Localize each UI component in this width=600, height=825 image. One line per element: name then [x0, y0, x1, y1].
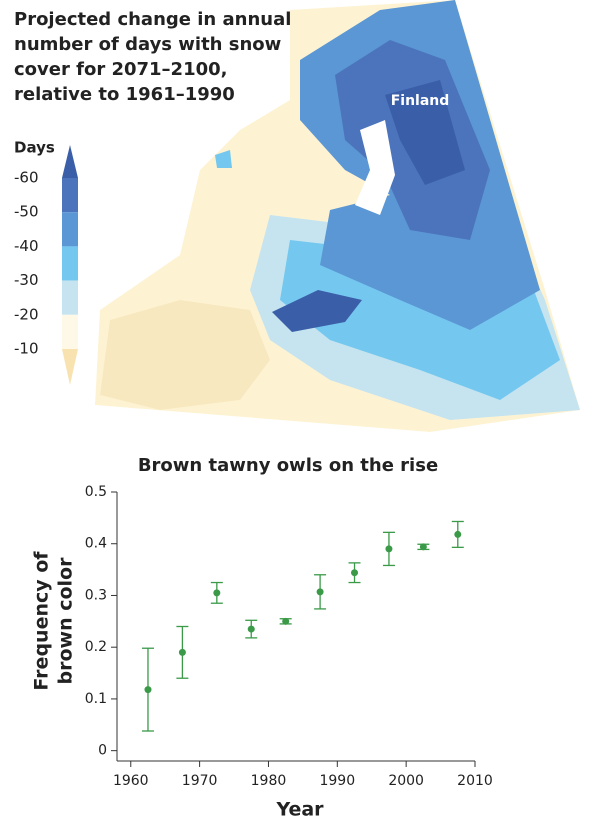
island	[205, 150, 252, 238]
point	[351, 569, 359, 577]
chart-title: Brown tawny owls on the rise	[138, 455, 438, 476]
x-tick-label: 2010	[457, 773, 493, 789]
title-line: Projected change in annual	[14, 9, 291, 30]
x-tick-label: 1960	[113, 773, 149, 789]
snow-zone	[385, 80, 465, 185]
x-tick-label: 1990	[319, 773, 355, 789]
legend-swatch	[62, 314, 78, 349]
title-line: relative to 1961–1990	[14, 84, 235, 105]
legend: -60 -50 -40 -30 -20 -10	[14, 145, 78, 385]
y-tick-label: 0.4	[85, 536, 107, 552]
sea	[355, 120, 395, 215]
title-line: number of days with snow	[14, 34, 281, 55]
point	[316, 588, 324, 596]
y-tick-label: 0.5	[85, 484, 107, 500]
legend-tick-label: -60	[14, 169, 39, 187]
snow-zone	[272, 290, 362, 332]
point	[385, 545, 393, 553]
point	[419, 543, 427, 551]
title-line: cover for 2071–2100,	[14, 59, 228, 80]
map: Finland Projected change in annual number…	[14, 0, 580, 432]
snow-zone	[215, 150, 232, 168]
land	[100, 300, 270, 410]
y-tick-label: 0.3	[85, 587, 107, 603]
point	[213, 589, 221, 597]
plot: 0 0.1 0.2 0.3 0.4 0.5 1960 1970 1980 1990 2000 2010	[85, 484, 493, 789]
x-axis-label: Year	[275, 799, 324, 821]
legend-title: Days	[14, 139, 55, 157]
point	[247, 625, 255, 633]
x-tick-label: 1980	[251, 773, 287, 789]
point	[178, 648, 186, 656]
map-title: Projected change in annual number of days…	[14, 9, 291, 105]
legend-tick-label: -20	[14, 305, 39, 323]
point	[282, 617, 290, 625]
legend-swatch	[62, 349, 78, 385]
legend-swatch	[62, 246, 78, 281]
y-label-line: brown color	[55, 557, 77, 685]
legend-tick-label: -30	[14, 271, 39, 289]
legend-swatch	[62, 178, 78, 213]
legend-swatch	[62, 145, 78, 178]
y-axis-label: Frequency of brown color	[31, 551, 77, 691]
point	[454, 530, 462, 538]
legend-tick-label: -10	[14, 340, 39, 358]
y-label-line: Frequency of	[31, 551, 53, 691]
y-tick-label: 0.2	[85, 639, 107, 655]
y-tick-label: 0	[98, 743, 107, 759]
legend-tick-label: -40	[14, 237, 39, 255]
place-label: Finland	[391, 93, 450, 109]
legend-tick-label: -50	[14, 203, 39, 221]
x-tick-label: 2000	[388, 773, 424, 789]
y-tick-label: 0.1	[85, 691, 107, 707]
legend-swatch	[62, 212, 78, 247]
point	[144, 686, 152, 694]
x-tick-label: 1970	[182, 773, 218, 789]
legend-swatch	[62, 280, 78, 315]
